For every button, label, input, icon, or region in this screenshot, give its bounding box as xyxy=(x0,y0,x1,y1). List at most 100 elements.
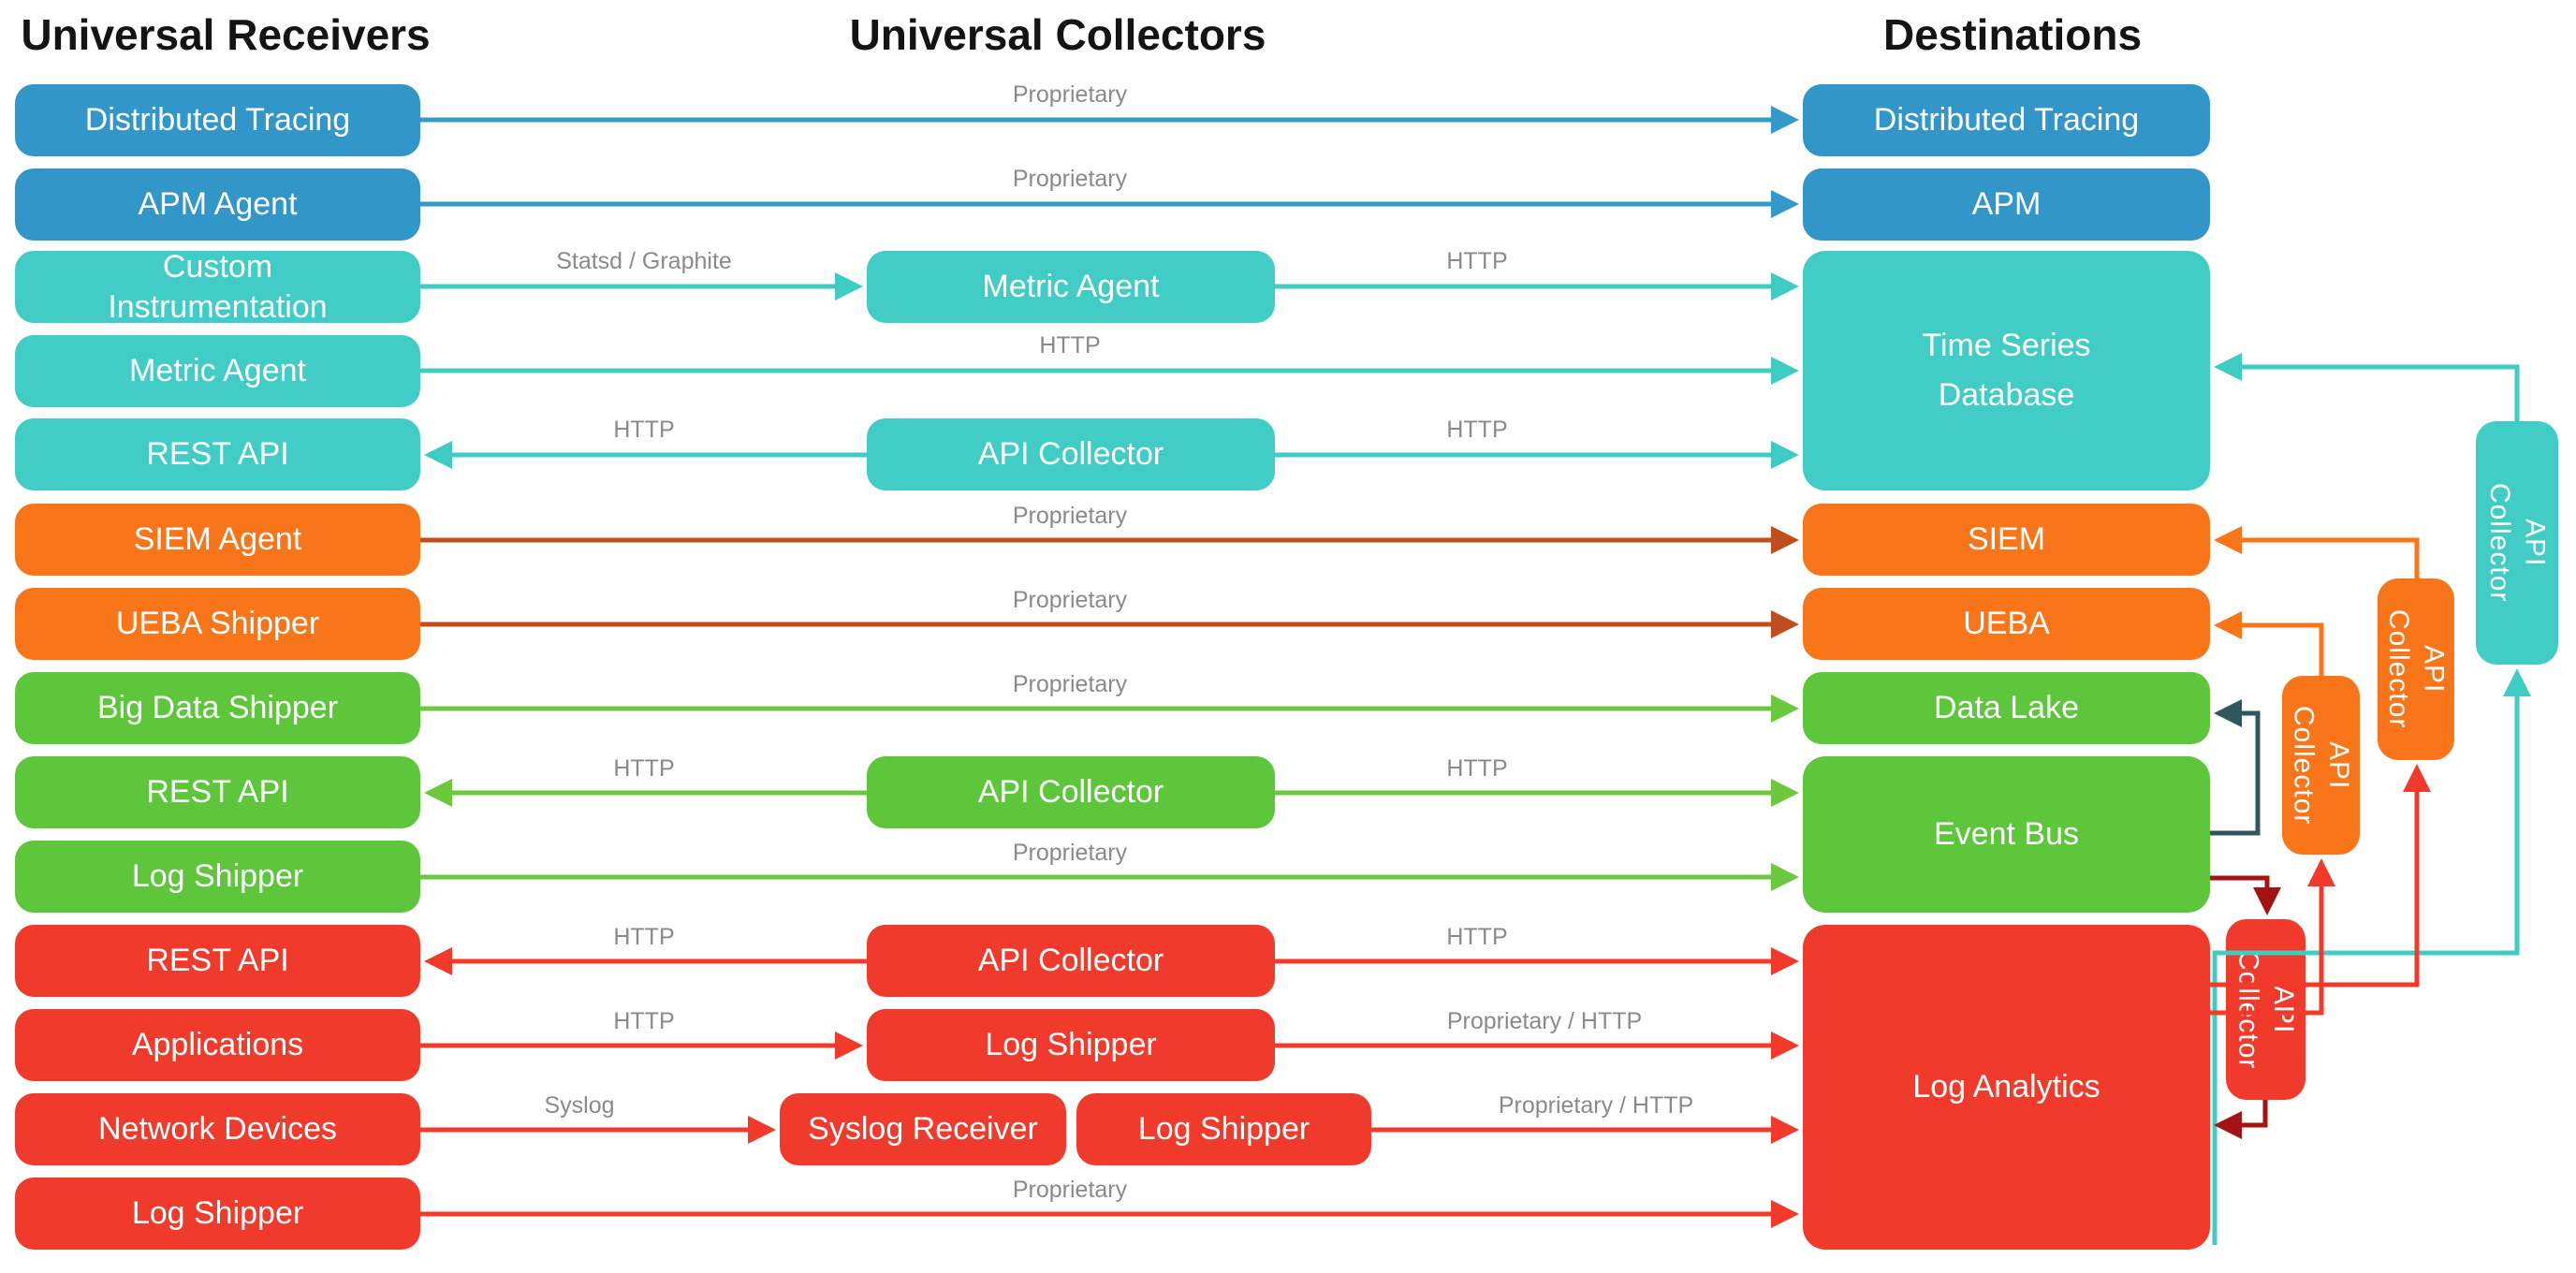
arrowhead xyxy=(2253,887,2281,915)
destination-data-lake: Data Lake xyxy=(1803,672,2210,744)
arrowhead xyxy=(1771,526,1799,554)
node-label: Data Lake xyxy=(1934,690,2079,726)
receiver-log-shipper: Log Shipper xyxy=(15,1178,420,1250)
receiver-custom-instrumentation: Custom Instrumentation xyxy=(15,249,420,325)
receiver-big-data-shipper: Big Data Shipper xyxy=(15,672,420,744)
node-label: UEBA Shipper xyxy=(115,606,320,642)
edge-label: Proprietary xyxy=(1012,1177,1128,1203)
receiver-apm-agent: APM Agent xyxy=(15,168,420,241)
arrowhead xyxy=(424,947,452,975)
column-title-universal-receivers: Universal Receivers xyxy=(21,10,431,59)
receiver-rest-api: REST API xyxy=(15,925,420,997)
edge-label: HTTP xyxy=(613,1008,675,1034)
edge-label: HTTP xyxy=(1039,332,1101,358)
arrowhead xyxy=(424,441,452,469)
connector-line xyxy=(2238,622,2324,676)
collector-syslog-receiver: Syslog Receiver xyxy=(780,1093,1066,1165)
collector-api-collector: API Collector xyxy=(867,756,1275,828)
destination-distributed-tracing: Distributed Tracing xyxy=(1803,84,2210,156)
arrowhead xyxy=(2214,353,2242,381)
node-label: Custom Instrumentation xyxy=(108,249,328,325)
collector-api-collector: API Collector xyxy=(867,925,1275,997)
arrowhead xyxy=(2214,526,2242,554)
node-label: API Collector xyxy=(977,774,1164,811)
column-title-destinations: Destinations xyxy=(1882,10,2143,59)
node-label: Applications xyxy=(131,1027,304,1063)
destination-event-bus: Event Bus xyxy=(1803,756,2210,913)
arrowhead xyxy=(835,1032,863,1060)
receiver-siem-agent: SIEM Agent xyxy=(15,504,420,576)
connector-line xyxy=(2238,1100,2268,1128)
arrowhead xyxy=(2214,699,2242,727)
receiver-rest-api: REST API xyxy=(15,418,420,490)
node-label: API Collector xyxy=(977,436,1164,473)
edge-label: Proprietary xyxy=(1012,503,1128,529)
edge-label: HTTP xyxy=(1446,924,1508,950)
node-label: API Collector xyxy=(2484,483,2551,603)
arrowhead xyxy=(424,779,452,807)
receiver-metric-agent: Metric Agent xyxy=(15,335,420,407)
arrowhead xyxy=(2307,858,2335,886)
edge-label: Proprietary xyxy=(1012,840,1128,866)
arrowhead xyxy=(835,272,863,300)
node-label: API Collector xyxy=(2383,609,2450,729)
arrowhead xyxy=(1771,1032,1799,1060)
arrowhead xyxy=(1771,441,1799,469)
receiver-distributed-tracing: Distributed Tracing xyxy=(15,84,420,156)
edge-label: HTTP xyxy=(1446,417,1508,443)
connector-line xyxy=(2238,364,2520,421)
side_collector-api-collector: API Collector xyxy=(2282,676,2360,855)
edge-label: Proprietary xyxy=(1012,671,1128,697)
arrowhead xyxy=(2214,611,2242,639)
node-label: REST API xyxy=(146,943,289,979)
node-label: Big Data Shipper xyxy=(96,690,339,726)
collector-log-shipper: Log Shipper xyxy=(1076,1093,1371,1165)
edge-label: Proprietary / HTTP xyxy=(1498,1092,1694,1119)
side_collector-api-collector: API Collector xyxy=(2476,421,2558,665)
collector-log-shipper: Log Shipper xyxy=(867,1009,1275,1081)
arrowhead xyxy=(1771,947,1799,975)
node-label: API Collector xyxy=(2288,705,2355,826)
arrowhead xyxy=(1771,610,1799,638)
edge-label: Statsd / Graphite xyxy=(556,248,732,274)
edge-label: Proprietary / HTTP xyxy=(1446,1008,1643,1034)
edge-label: Syslog xyxy=(544,1092,615,1119)
arrowhead xyxy=(1771,106,1799,134)
receiver-network-devices: Network Devices xyxy=(15,1093,420,1165)
node-label: Metric Agent xyxy=(129,353,306,389)
edge-label: Proprietary xyxy=(1012,166,1128,192)
node-label: UEBA xyxy=(1963,606,2050,642)
collector-api-collector: API Collector xyxy=(867,418,1275,490)
destination-time-series-database: Time Series Database xyxy=(1803,251,2210,490)
node-label: Metric Agent xyxy=(982,269,1160,305)
arrowhead xyxy=(1771,1200,1799,1228)
collector-metric-agent: Metric Agent xyxy=(867,251,1275,323)
side_collector-api-collector: API Collector xyxy=(2378,578,2454,760)
arrowhead xyxy=(1771,1116,1799,1144)
node-label: Log Shipper xyxy=(1137,1111,1310,1148)
node-label: API Collector xyxy=(2232,949,2300,1070)
receiver-rest-api: REST API xyxy=(15,756,420,828)
arrowhead xyxy=(748,1116,776,1144)
node-label: Distributed Tracing xyxy=(84,102,351,139)
destination-ueba: UEBA xyxy=(1803,588,2210,660)
edge-label: Proprietary xyxy=(1012,587,1128,613)
node-label: Syslog Receiver xyxy=(808,1111,1038,1148)
node-label: Event Bus xyxy=(1934,816,2079,853)
node-label: Log Shipper xyxy=(131,1195,304,1232)
arrowhead xyxy=(2503,668,2531,696)
destination-apm: APM xyxy=(1803,168,2210,241)
node-label: REST API xyxy=(146,436,289,473)
arrowhead xyxy=(2214,1111,2242,1139)
arrowhead xyxy=(1771,695,1799,723)
node-label: Log Analytics xyxy=(1912,1069,2100,1105)
destination-log-analytics: Log Analytics xyxy=(1803,925,2210,1250)
node-label: Log Shipper xyxy=(131,858,304,895)
receiver-ueba-shipper: UEBA Shipper xyxy=(15,588,420,660)
side_collector-api-collector: API Collector xyxy=(2226,919,2305,1100)
edge-label: HTTP xyxy=(613,924,675,950)
node-label: Log Shipper xyxy=(985,1027,1157,1063)
node-label: APM xyxy=(1971,186,2042,223)
destination-siem: SIEM xyxy=(1803,504,2210,576)
